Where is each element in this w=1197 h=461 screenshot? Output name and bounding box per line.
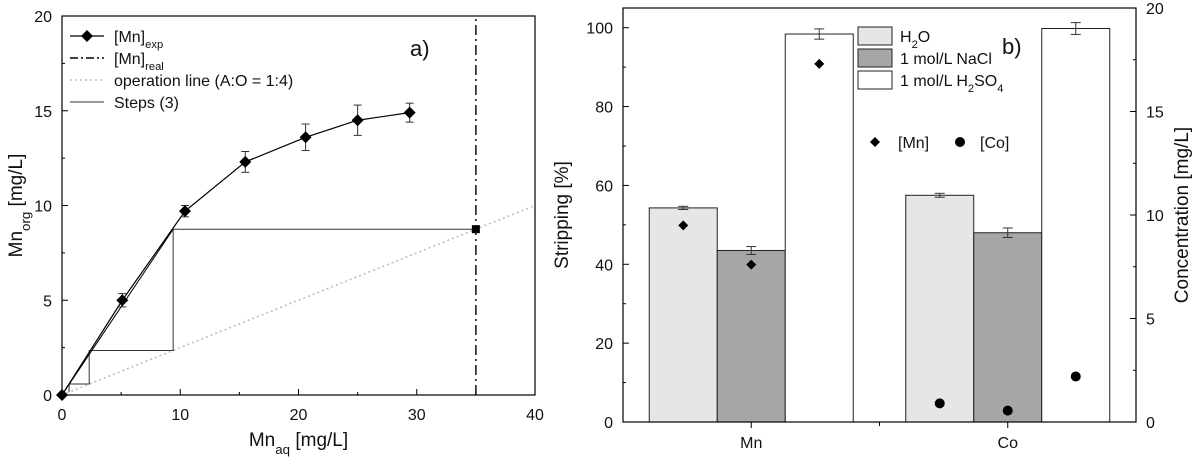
y-tick-label-1: 20 <box>595 336 613 353</box>
panel-b-frame <box>622 7 1137 423</box>
conc-[Mn]-1 <box>746 259 757 270</box>
legend-entry-1-part-0: 1 mol/L NaCl <box>900 51 992 68</box>
legend-exp-marker <box>81 30 93 42</box>
conc-[Co]-1 <box>1002 405 1013 416</box>
legend-co-marker <box>955 137 965 147</box>
legend-co-label: [Co] <box>980 135 1009 152</box>
bar-Mn-0 <box>648 207 718 423</box>
exp-point-4 <box>299 131 312 144</box>
legend-swatch-2 <box>857 70 893 90</box>
panel-a-label: a) <box>410 36 430 61</box>
legend-entry-3: Steps (3) <box>114 95 179 112</box>
y-tick-label-1: 5 <box>43 293 52 310</box>
legend-entry-2-part-2: SO <box>974 73 997 90</box>
conc-[Co]-2 <box>1070 371 1081 382</box>
exp-point-6 <box>403 106 416 119</box>
bar-Co-1 <box>973 232 1043 423</box>
legend-entry-3-part-0: Steps (3) <box>114 95 179 112</box>
y-tick-label-0: 0 <box>604 415 613 432</box>
legend-entry-2-part-1: 2 <box>968 83 974 95</box>
legend-mn-marker <box>870 137 880 147</box>
equilibrium-fit-segment <box>61 228 174 396</box>
legend-mn-label: [Mn] <box>898 135 929 152</box>
x-tick-label-0: Mn <box>740 435 762 452</box>
x-axis-title-part-1: aq <box>275 442 290 457</box>
legend-entry-0: H2O <box>900 29 930 51</box>
y2-axis-title: Concentration [mg/L] <box>1172 127 1193 303</box>
y2-tick-label-1: 5 <box>1146 312 1155 329</box>
x-tick-label-2: 20 <box>290 407 308 424</box>
exp-point-3 <box>239 155 252 168</box>
conc-[Mn]-2 <box>814 58 825 69</box>
x-axis-title-part-0: Mn <box>249 430 275 451</box>
operation-point <box>471 225 480 234</box>
y2-tick-label-3: 15 <box>1146 105 1164 122</box>
y-tick-label-4: 20 <box>34 9 52 26</box>
legend-entry-1: 1 mol/L NaCl <box>900 51 992 68</box>
panel-a-frame <box>61 15 536 396</box>
legend-entry-2-part-0: operation line (A:O = 1:4) <box>114 73 293 90</box>
panel-b-chart: 0 20 40 60 80 100 0 5 10 15 20 Stripping [%] Concent… <box>552 1 1193 452</box>
bar-Co-2 <box>1041 28 1111 423</box>
y2-tick-label-0: 0 <box>1146 415 1155 432</box>
legend-entry-2: 1 mol/L H2SO4 <box>900 73 1003 95</box>
y-axis-title-part-2: [mg/L] <box>6 154 27 212</box>
x-tick-label-1: Co <box>998 435 1019 452</box>
legend-entry-1-part-1: real <box>145 61 164 73</box>
legend-entry-1: [Mn]real <box>114 51 164 73</box>
y-tick-label-5: 100 <box>586 21 613 38</box>
y-tick-label-3: 15 <box>34 104 52 121</box>
legend-entry-1-part-0: [Mn] <box>114 51 145 68</box>
conc-[Co]-0 <box>934 398 945 409</box>
x-axis-title: Mnaq [mg/L] <box>249 430 348 457</box>
operation-line <box>61 204 536 396</box>
legend-swatch-0 <box>857 26 893 46</box>
legend-entry-0-part-1: exp <box>145 39 163 51</box>
conc-[Mn]-0 <box>678 220 689 231</box>
y-tick-label-2: 10 <box>34 199 52 216</box>
y-axis-title: Mnorg [mg/L] <box>6 154 33 258</box>
legend-entry-0-part-0: [Mn] <box>114 29 145 46</box>
x-axis-title-part-2: [mg/L] <box>290 430 348 451</box>
y2-tick-label-4: 20 <box>1146 1 1164 18</box>
panel-b-label: b) <box>1002 34 1022 59</box>
x-tick-label-1: 10 <box>171 407 189 424</box>
legend-entry-2-part-0: 1 mol/L H <box>900 73 968 90</box>
legend-swatch-1 <box>857 48 893 68</box>
legend-entry-0-part-1: 2 <box>912 39 918 51</box>
x-tick-label-3: 30 <box>408 407 426 424</box>
x-tick-label-0: 0 <box>58 407 67 424</box>
y-tick-label-4: 80 <box>595 100 613 117</box>
legend-entry-0-part-2: O <box>918 29 930 46</box>
y-axis-title-part-1: org <box>18 212 33 231</box>
y-tick-label-2: 40 <box>595 257 613 274</box>
y-tick-label-0: 0 <box>43 388 52 405</box>
legend-entry-0: [Mn]exp <box>114 29 163 51</box>
y-axis-title: Stripping [%] <box>552 161 573 269</box>
legend-entry-0-part-0: H <box>900 29 912 46</box>
y2-tick-label-2: 10 <box>1146 208 1164 225</box>
y-axis-title-part-0: Mn <box>6 231 27 257</box>
bar-Co-0 <box>905 194 975 423</box>
exp-point-5 <box>351 114 364 127</box>
bar-Mn-1 <box>716 249 786 423</box>
x-tick-label-4: 40 <box>526 407 544 424</box>
exp-point-1 <box>116 294 129 307</box>
exp-point-2 <box>178 205 191 218</box>
y-tick-label-3: 60 <box>595 178 613 195</box>
exp-line <box>61 112 410 396</box>
bar-Mn-2 <box>784 33 854 423</box>
legend-entry-2-part-3: 4 <box>997 83 1003 95</box>
legend-entry-2: operation line (A:O = 1:4) <box>114 73 293 90</box>
